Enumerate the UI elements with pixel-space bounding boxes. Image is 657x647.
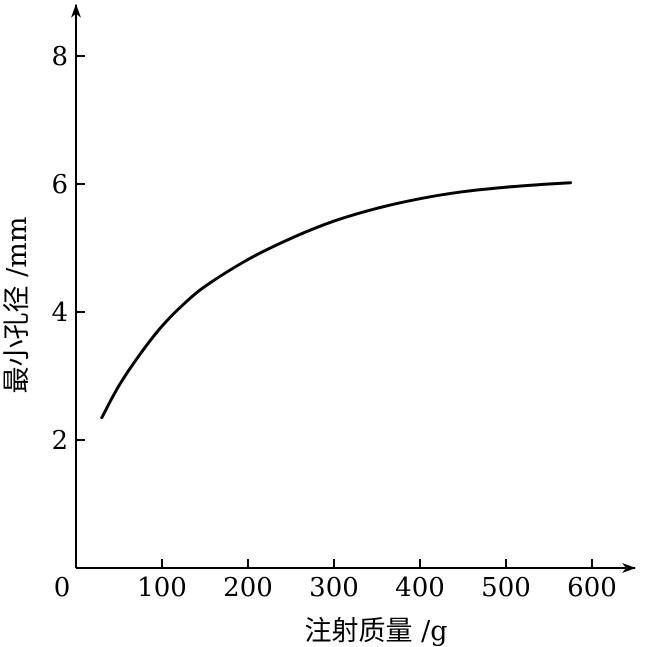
x-tick-label: 200 <box>223 573 273 603</box>
x-tick-label: 300 <box>309 573 359 603</box>
x-tick-label: 500 <box>481 573 531 603</box>
series-line <box>100 181 572 420</box>
x-ticks: 100 200 300 400 500 600 <box>137 559 617 603</box>
series <box>100 181 572 420</box>
x-tick-label: 100 <box>137 573 187 603</box>
y-axis-title: 最小孔径 /mm <box>2 217 33 394</box>
y-ticks: 2 4 6 8 <box>51 42 85 456</box>
y-tick-label: 6 <box>51 170 68 200</box>
y-tick-label: 4 <box>51 298 68 328</box>
y-tick-label: 2 <box>51 426 68 456</box>
origin-label: 0 <box>54 573 71 603</box>
x-tick-label: 600 <box>567 573 617 603</box>
axes <box>71 3 636 573</box>
x-axis-title: 注射质量 /g <box>305 616 448 647</box>
x-tick-label: 400 <box>395 573 445 603</box>
y-tick-label: 8 <box>51 42 68 72</box>
